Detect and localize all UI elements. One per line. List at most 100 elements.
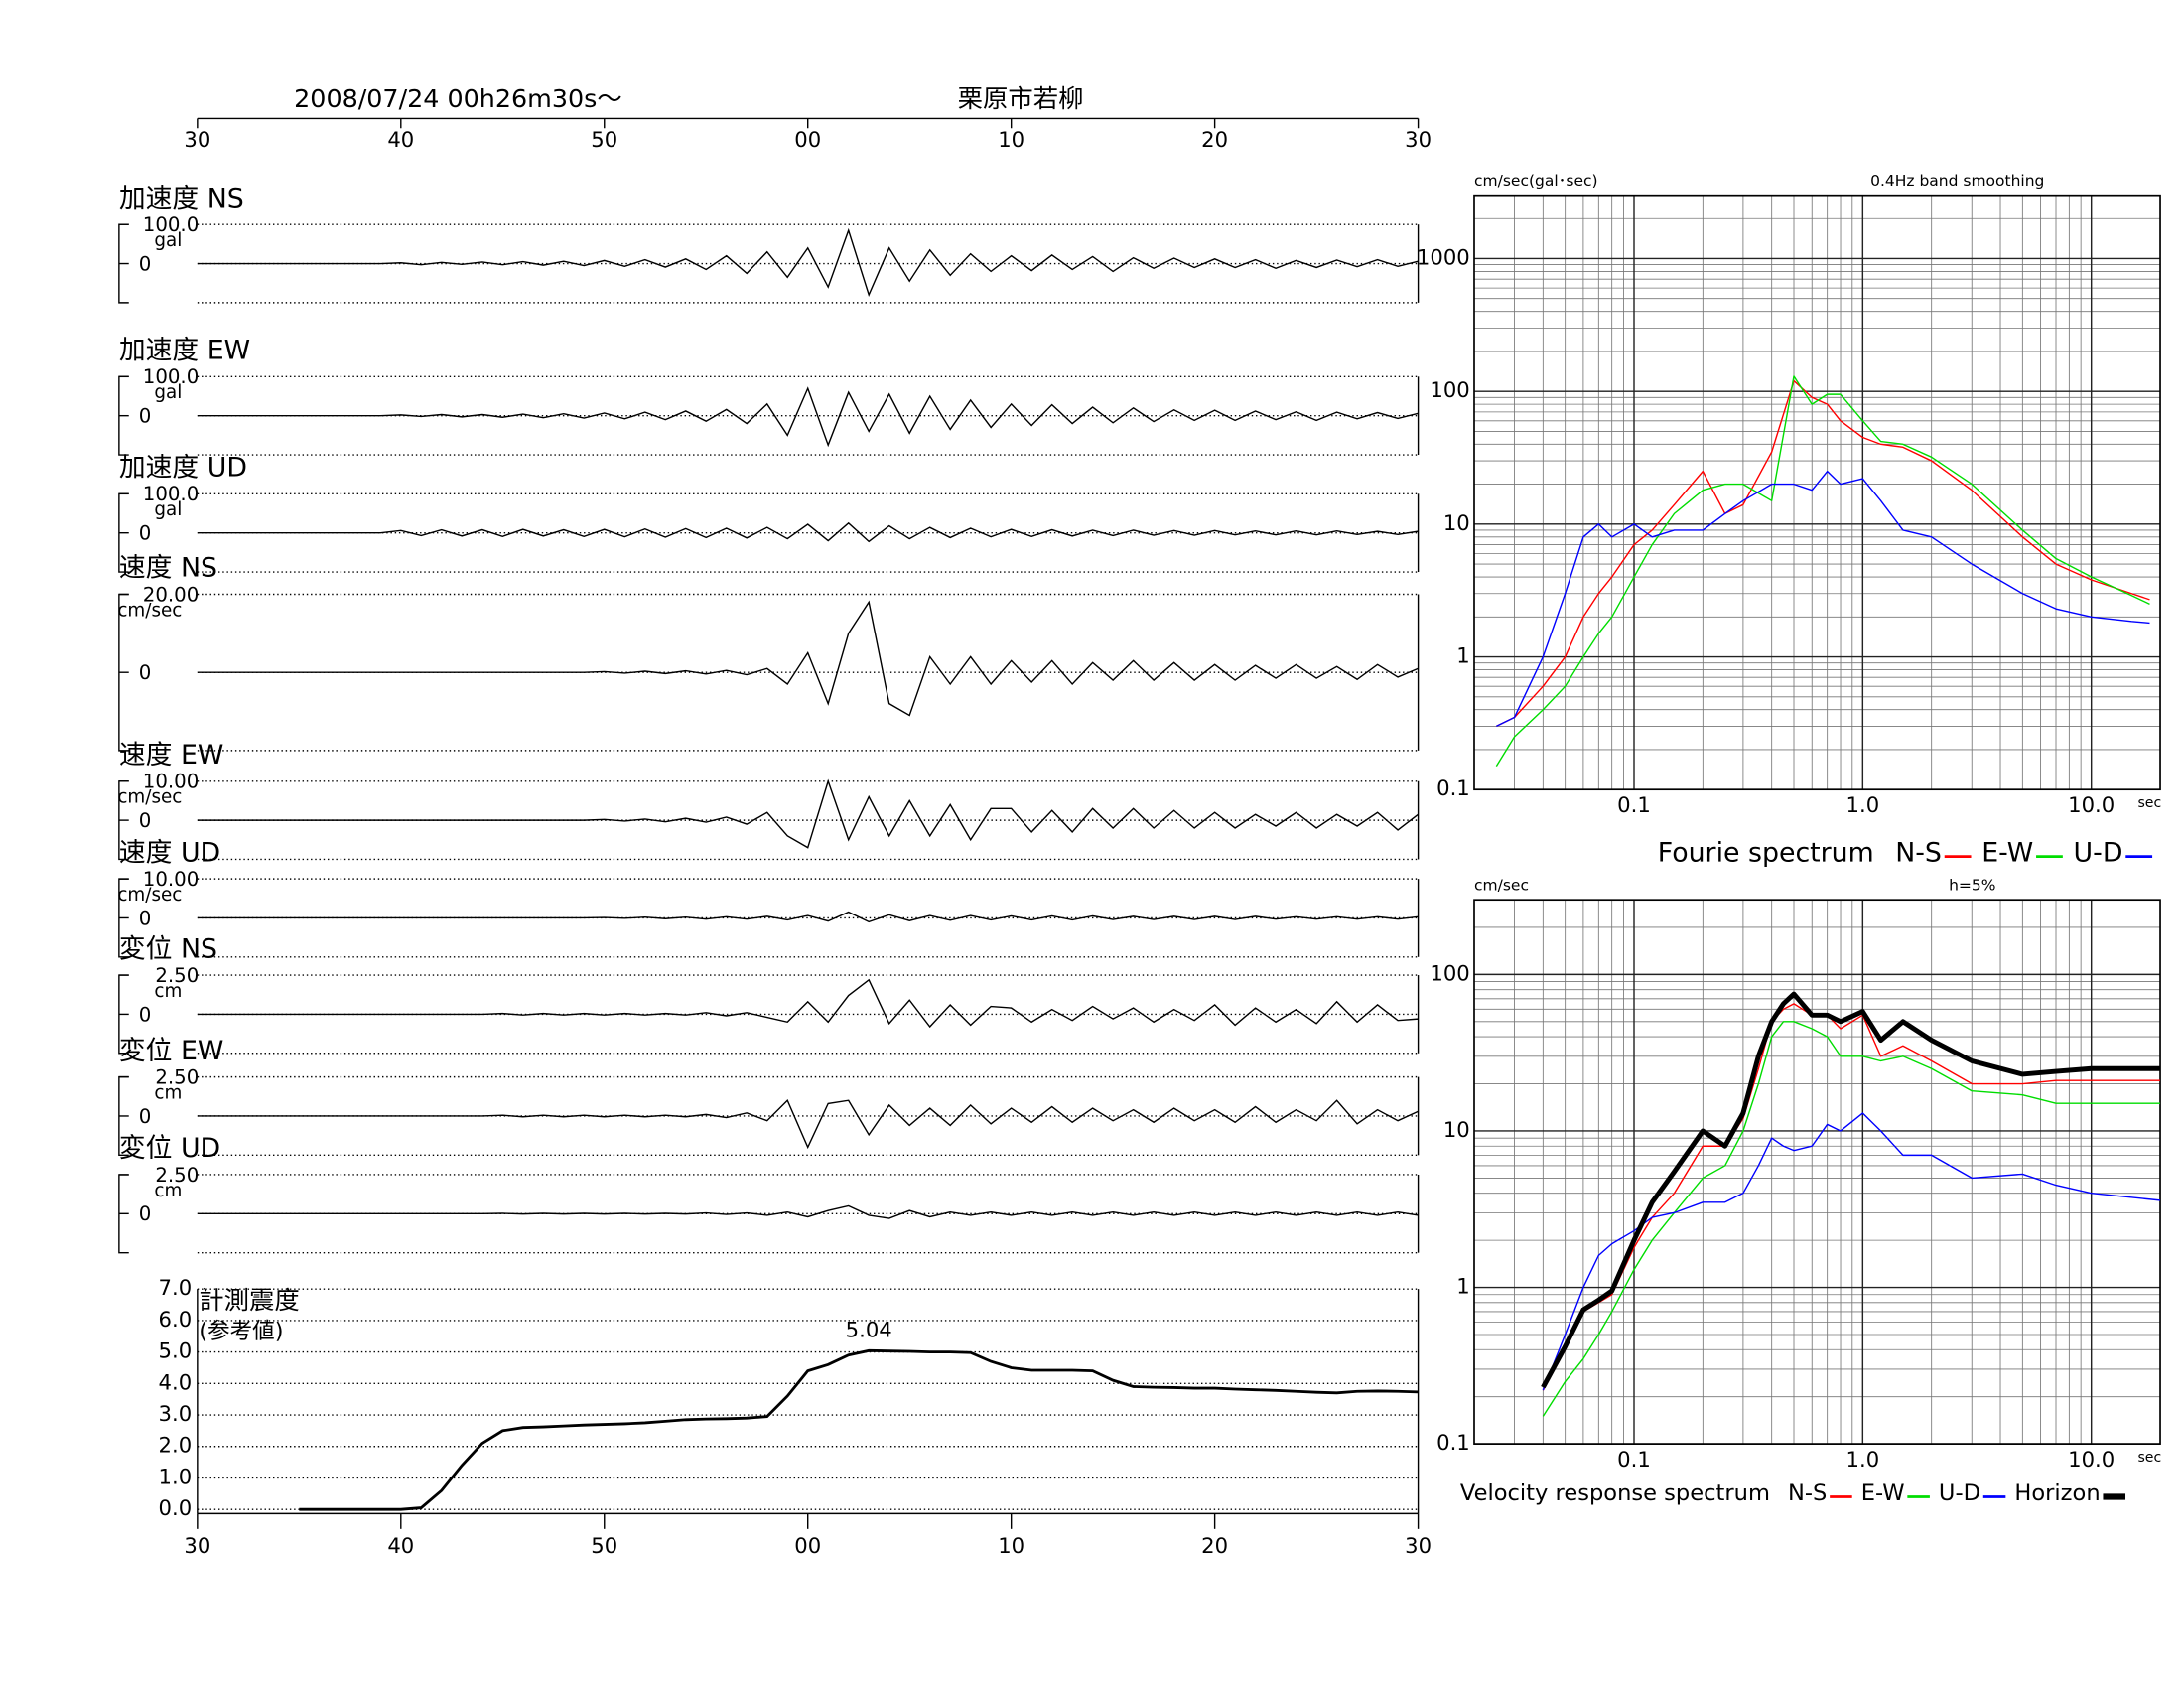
trace-label: 変位 UD [119, 1133, 220, 1164]
waveform-trace [197, 386, 1419, 448]
x-tick-label: 1.0 [1846, 1447, 1880, 1472]
x-tick-label: 10.0 [2068, 1447, 2115, 1472]
legend-label: E-W [1981, 837, 2033, 868]
unit-label: cm [154, 1181, 182, 1201]
unit-label: cm/sec [117, 885, 182, 906]
y-tick-label: 10 [1443, 510, 1470, 535]
y-tick-label: 10.00 [143, 771, 199, 793]
y-tick-label: 1000 [1417, 245, 1470, 270]
y-tick-label: 0 [139, 1003, 152, 1026]
y-tick-label: 0.1 [1436, 775, 1470, 800]
y-tick-label: 6.0 [159, 1307, 193, 1332]
legend-title: Velocity response spectrum [1460, 1480, 1770, 1506]
x-tick-label: 30 [184, 127, 210, 152]
chart-subtitle: (参考値) [199, 1319, 283, 1344]
waveform-trace [197, 521, 1419, 543]
legend-label: E-W [1861, 1480, 1905, 1506]
unit-label: cm/sec(gal･sec) [1474, 172, 1598, 190]
x-tick-label: 40 [387, 1533, 414, 1558]
y-tick-label: 1 [1456, 643, 1469, 668]
note: h=5% [1949, 877, 1995, 895]
x-tick-label: 50 [591, 127, 617, 152]
x-tick-label: 50 [591, 1533, 617, 1558]
spectrum-line [1541, 991, 2161, 1389]
y-tick-label: 0.0 [159, 1495, 193, 1520]
y-tick-label: 2.50 [155, 1066, 199, 1089]
trace-label: 加速度 UD [119, 453, 247, 484]
x-axis-label: sec [2137, 795, 2161, 811]
waveform-trace [197, 978, 1419, 1029]
x-tick-label: 30 [1405, 127, 1432, 152]
legend-label: U-D [2074, 837, 2123, 868]
legend-label: Horizon [2014, 1480, 2100, 1506]
x-tick-label: 00 [794, 1533, 821, 1558]
x-axis-label: sec [2137, 1450, 2161, 1466]
spectrum-line [1542, 1021, 2161, 1417]
y-tick-label: 5.0 [159, 1338, 193, 1363]
y-tick-label: 0 [139, 1105, 152, 1128]
y-tick-label: 0 [139, 907, 152, 929]
x-tick-label: 10.0 [2068, 792, 2115, 817]
y-tick-label: 100.0 [143, 483, 199, 505]
trace-label: 速度 UD [119, 837, 220, 868]
y-tick-label: 0 [139, 252, 152, 275]
trace-label: 変位 EW [119, 1036, 223, 1066]
spectrum-line [1496, 470, 2150, 728]
unit-label: gal [154, 382, 182, 403]
station-title: 栗原市若柳 [958, 83, 1084, 113]
legend-label: N-S [1895, 837, 1942, 868]
intensity-line [299, 1348, 1419, 1511]
y-tick-label: 100 [1430, 960, 1469, 985]
y-tick-label: 7.0 [159, 1275, 193, 1300]
legend-title: Fourie spectrum [1658, 837, 1874, 868]
unit-label: gal [154, 499, 182, 520]
plot-frame [1473, 194, 2161, 791]
x-tick-label: 0.1 [1617, 1447, 1651, 1472]
y-tick-label: 0.1 [1436, 1430, 1470, 1455]
unit-label: gal [154, 230, 182, 251]
y-tick-label: 0 [139, 405, 152, 428]
trace-label: 変位 NS [119, 933, 217, 964]
x-tick-label: 20 [1201, 1533, 1228, 1558]
x-tick-label: 30 [1405, 1533, 1432, 1558]
x-tick-label: 40 [387, 127, 414, 152]
spectrum-line [1496, 379, 2150, 728]
legend-label: N-S [1788, 1480, 1827, 1506]
y-tick-label: 1 [1456, 1274, 1469, 1299]
x-tick-label: 1.0 [1846, 792, 1880, 817]
x-tick-label: 30 [184, 1533, 210, 1558]
note: 0.4Hz band smoothing [1870, 172, 2044, 190]
y-tick-label: 4.0 [159, 1369, 193, 1394]
y-tick-label: 2.50 [155, 964, 199, 987]
x-tick-label: 10 [998, 1533, 1024, 1558]
y-tick-label: 2.50 [155, 1164, 199, 1187]
y-tick-label: 20.00 [143, 583, 199, 606]
unit-label: cm [154, 1083, 182, 1104]
y-tick-label: 10 [1443, 1117, 1470, 1142]
y-tick-label: 3.0 [159, 1401, 193, 1426]
y-tick-label: 100 [1430, 377, 1469, 402]
waveform-trace [197, 1204, 1419, 1219]
date-title: 2008/07/24 00h26m30s〜 [294, 83, 622, 113]
y-tick-label: 0 [139, 661, 152, 684]
y-tick-label: 0 [139, 1202, 152, 1225]
plot-frame [1473, 899, 2161, 1445]
waveform-trace [197, 1099, 1419, 1150]
spectrum-line [1542, 1112, 2161, 1391]
waveform-trace [197, 778, 1420, 849]
spectrum-line [1542, 1003, 2161, 1391]
trace-label: 加速度 NS [119, 183, 244, 213]
unit-label: cm/sec [117, 600, 182, 621]
waveform-trace [197, 600, 1419, 717]
trace-label: 速度 NS [119, 553, 217, 584]
spectrum-line [1495, 375, 2150, 768]
x-tick-label: 20 [1201, 127, 1228, 152]
y-tick-label: 100.0 [143, 365, 199, 388]
x-tick-label: 00 [794, 127, 821, 152]
trace-label: 速度 EW [119, 740, 223, 771]
y-tick-label: 100.0 [143, 213, 199, 236]
y-tick-label: 2.0 [159, 1433, 193, 1458]
x-tick-label: 10 [998, 127, 1024, 152]
trace-label: 加速度 EW [119, 336, 250, 366]
